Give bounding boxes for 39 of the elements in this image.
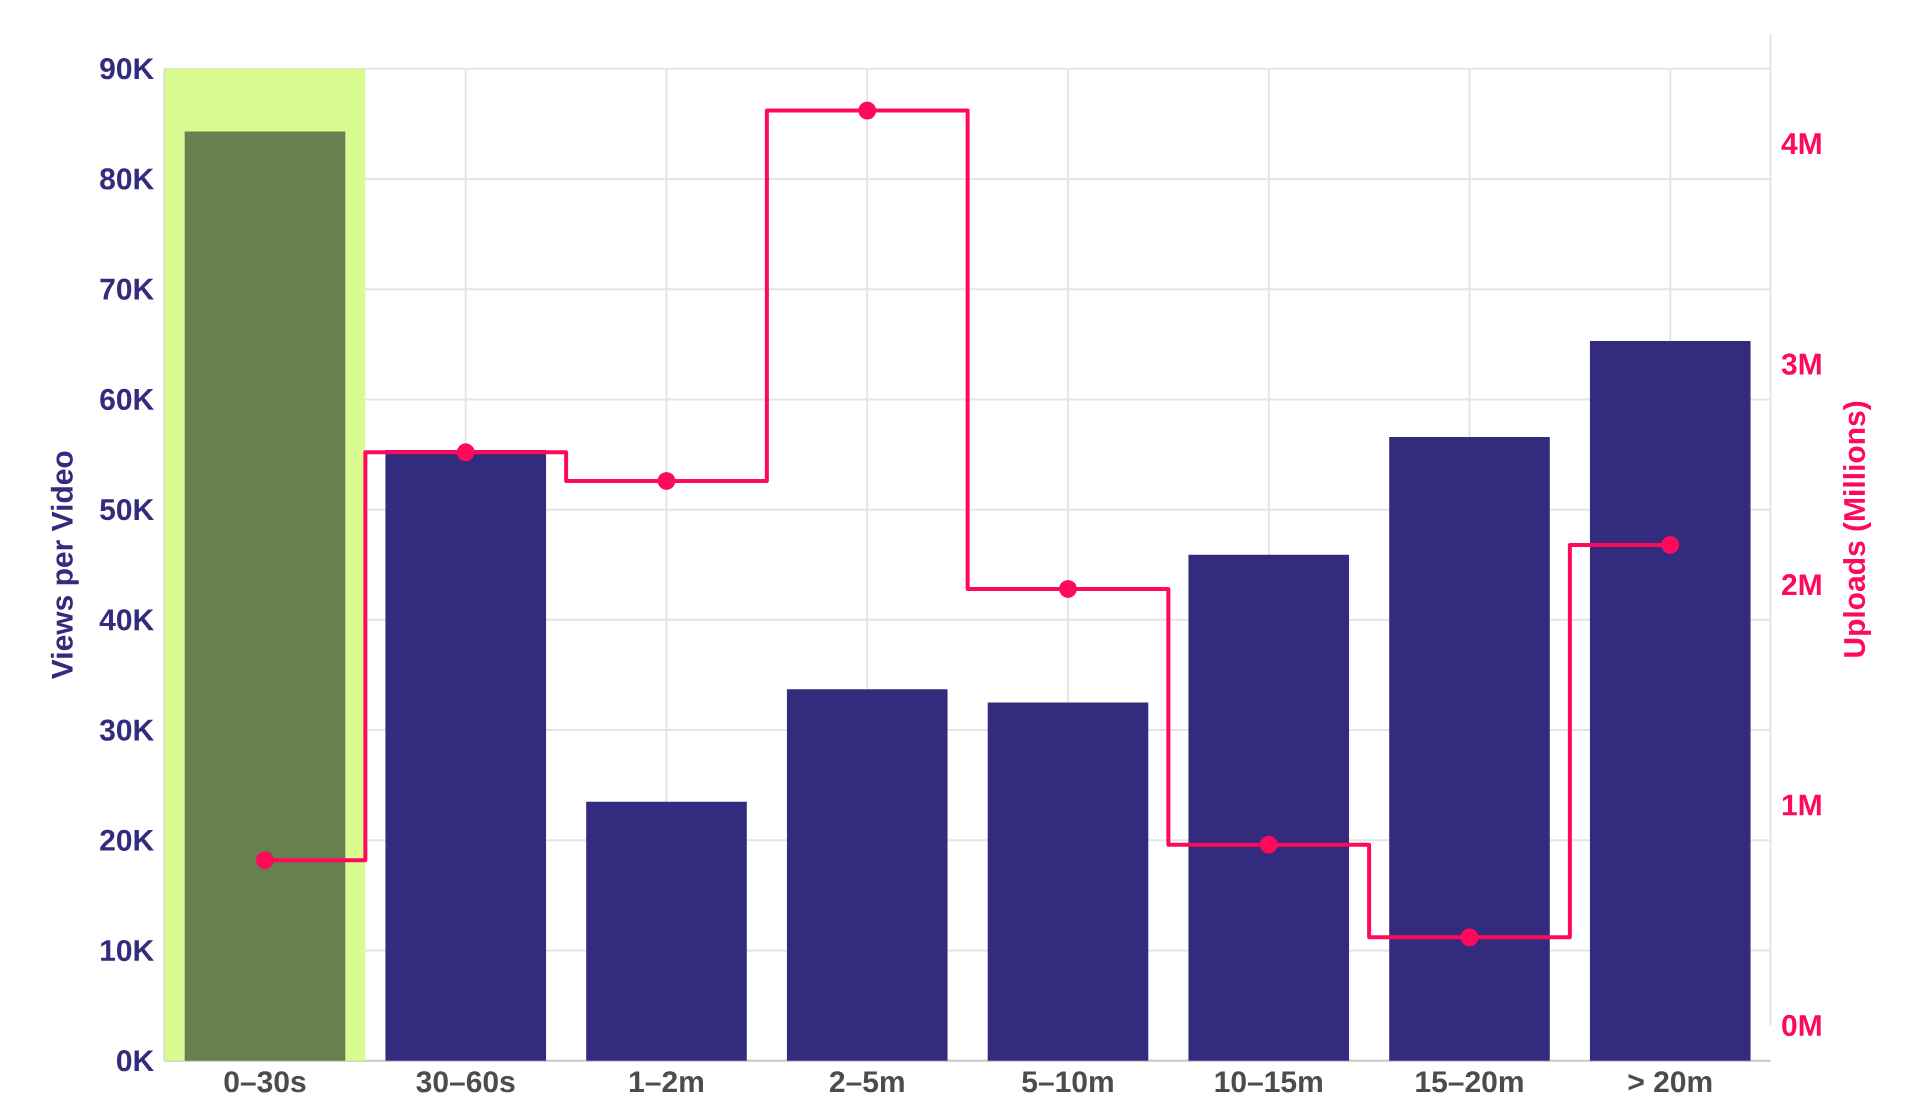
y-tick-label: 0K <box>117 1049 154 1072</box>
bar <box>1589 340 1751 1061</box>
y2-tick-label: 1M <box>1782 794 1821 816</box>
y-tick-label: 50K <box>100 498 154 521</box>
bar <box>586 801 747 1061</box>
x-tick-label: 30–60s <box>416 1070 515 1093</box>
y-tick-label: 10K <box>101 939 154 961</box>
point <box>255 850 274 869</box>
point <box>456 443 475 462</box>
y-axis-title: Views per Video <box>50 451 79 679</box>
bar <box>987 702 1149 1061</box>
y-tick-label: 30K <box>99 719 154 741</box>
y-tick-label: 80K <box>100 168 154 190</box>
point <box>1661 535 1680 554</box>
y-tick-label: 90K <box>100 57 154 80</box>
bar <box>1188 554 1350 1061</box>
bar <box>1389 436 1550 1061</box>
y2-axis-title: Uploads (Millions) <box>1843 401 1872 657</box>
x-tick-label: 10–15m <box>1215 1070 1322 1093</box>
x-tick-label: 2–5m <box>829 1070 904 1093</box>
x-tick-label: 5–10m <box>1022 1070 1113 1093</box>
y-tick-label: 20K <box>100 829 154 851</box>
y2-tick-label: 2M <box>1782 573 1821 595</box>
x-tick-label: 15–20m <box>1416 1070 1523 1093</box>
point <box>657 471 676 490</box>
x-tick-label: > 20m <box>1628 1070 1712 1093</box>
bar <box>786 689 948 1061</box>
y-tick-label: 40K <box>99 609 154 631</box>
point <box>858 101 877 120</box>
y2-tick-label: 0M <box>1782 1014 1821 1036</box>
x-tick-label: 1–2m <box>630 1070 703 1092</box>
y-tick-label: 60K <box>100 388 154 410</box>
x-tick-label: 0–30s <box>224 1070 306 1093</box>
point <box>1259 835 1278 854</box>
y2-tick-label: 3M <box>1781 353 1821 375</box>
point <box>1058 579 1077 598</box>
point <box>1460 928 1479 947</box>
y2-tick-label: 4M <box>1781 133 1821 154</box>
y-tick-label: 70K <box>100 278 154 300</box>
